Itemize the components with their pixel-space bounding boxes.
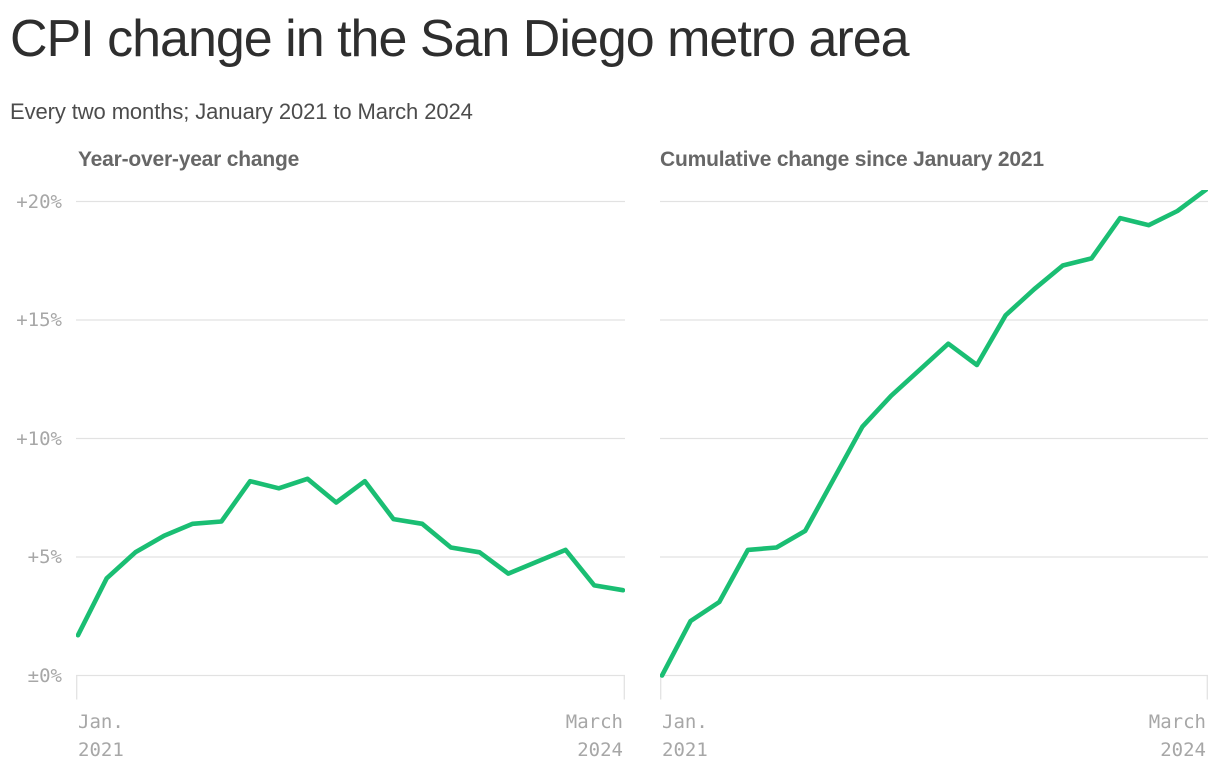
y-axis-tick-label: +20% [16,190,62,213]
y-axis-tick-label: +5% [27,546,62,568]
page-title: CPI change in the San Diego metro area [10,10,910,68]
data-line [76,476,625,638]
x-axis-tick-label: March [566,711,623,733]
panel-title-cumulative: Cumulative change since January 2021 [660,148,1044,171]
x-axis-tick-label: 2024 [577,739,623,761]
x-axis-tick-label: Jan. [662,711,708,733]
x-axis-tick-label: March [1149,711,1206,733]
x-axis-tick-label: 2021 [662,739,708,761]
line-chart-yoy: Jan. 2021 March 2024 [76,200,625,761]
y-axis-tick-label: +15% [16,309,62,331]
y-axis-tick-label: +10% [16,427,62,450]
data-line [660,190,1208,678]
page-subtitle: Every two months; January 2021 to March … [10,99,473,124]
line-chart-cumulative: Jan. 2021 March 2024 [660,190,1208,761]
x-axis-tick-label: 2021 [78,739,124,761]
x-axis-tick-label: 2024 [1160,739,1206,761]
y-axis-labels: +20% +15% +10% +5% ±0% [0,190,62,770]
x-axis-tick-label: Jan. [78,711,124,733]
y-axis-tick-label: ±0% [27,664,62,687]
panel-title-yoy: Year-over-year change [78,148,300,171]
